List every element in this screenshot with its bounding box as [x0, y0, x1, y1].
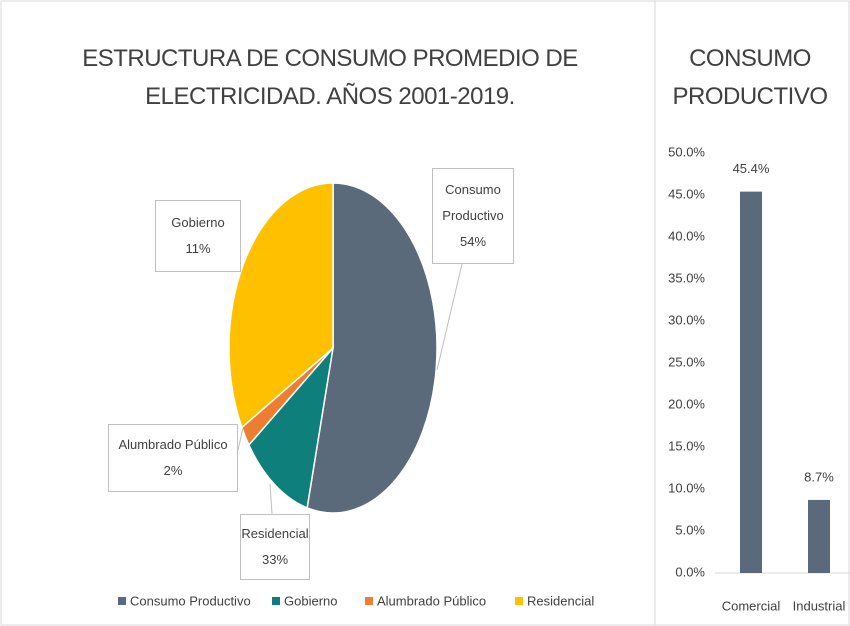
- callout: Alumbrado Público 2%: [108, 424, 238, 492]
- y-tick-label: 25.0%: [668, 354, 705, 369]
- data-label: 8.7%: [804, 469, 834, 484]
- legend-label: Consumo Productivo: [130, 593, 251, 608]
- callout-category: Residencial: [241, 526, 309, 541]
- legend-label: Residencial: [527, 593, 594, 608]
- y-tick-label: 35.0%: [668, 270, 705, 285]
- bar: [808, 499, 830, 573]
- legend-label: Gobierno: [284, 593, 337, 608]
- callout: Consumo Productivo 54%: [432, 168, 514, 264]
- legend-swatch: [515, 597, 523, 605]
- pie-slice: [247, 345, 335, 509]
- leader-line: [436, 263, 463, 371]
- callout-value: 33%: [261, 552, 289, 567]
- legend-label: Alumbrado Público: [377, 593, 486, 608]
- x-tick-label: Industrial: [793, 598, 846, 613]
- legend-swatch: [365, 597, 373, 605]
- bar-title: CONSUMO PRODUCTIVO: [672, 45, 828, 110]
- callout-category: Consumo Productivo: [442, 182, 504, 223]
- callout: Residencial 33%: [240, 514, 310, 580]
- leader-line: [237, 427, 244, 451]
- data-label: 45.4%: [733, 161, 770, 176]
- y-tick-label: 20.0%: [668, 396, 705, 411]
- y-tick-label: 15.0%: [668, 438, 705, 453]
- callout-category: Gobierno: [171, 215, 225, 230]
- pie-slice: [306, 182, 438, 514]
- pie-title: ESTRUCTURA DE CONSUMO PROMEDIO DE ELECTR…: [82, 45, 578, 110]
- y-tick-label: 10.0%: [668, 480, 705, 495]
- y-tick-label: 0.0%: [675, 564, 705, 579]
- callout-value: 2%: [163, 463, 183, 478]
- callout-value: 11%: [185, 241, 211, 256]
- pie-slice: [228, 182, 334, 429]
- y-tick-label: 5.0%: [675, 522, 705, 537]
- y-tick-label: 40.0%: [668, 228, 705, 243]
- bar: [740, 191, 762, 573]
- y-tick-label: 45.0%: [668, 186, 705, 201]
- y-tick-label: 50.0%: [668, 144, 705, 159]
- legend-swatch: [118, 597, 126, 605]
- callout: Gobierno 11%: [155, 200, 241, 272]
- x-tick-label: Comercial: [722, 598, 781, 613]
- leader-line: [269, 483, 273, 515]
- callout-value: 54%: [459, 234, 487, 249]
- legend-swatch: [272, 597, 280, 605]
- callout-category: Alumbrado Público: [118, 437, 228, 452]
- y-tick-label: 30.0%: [668, 312, 705, 327]
